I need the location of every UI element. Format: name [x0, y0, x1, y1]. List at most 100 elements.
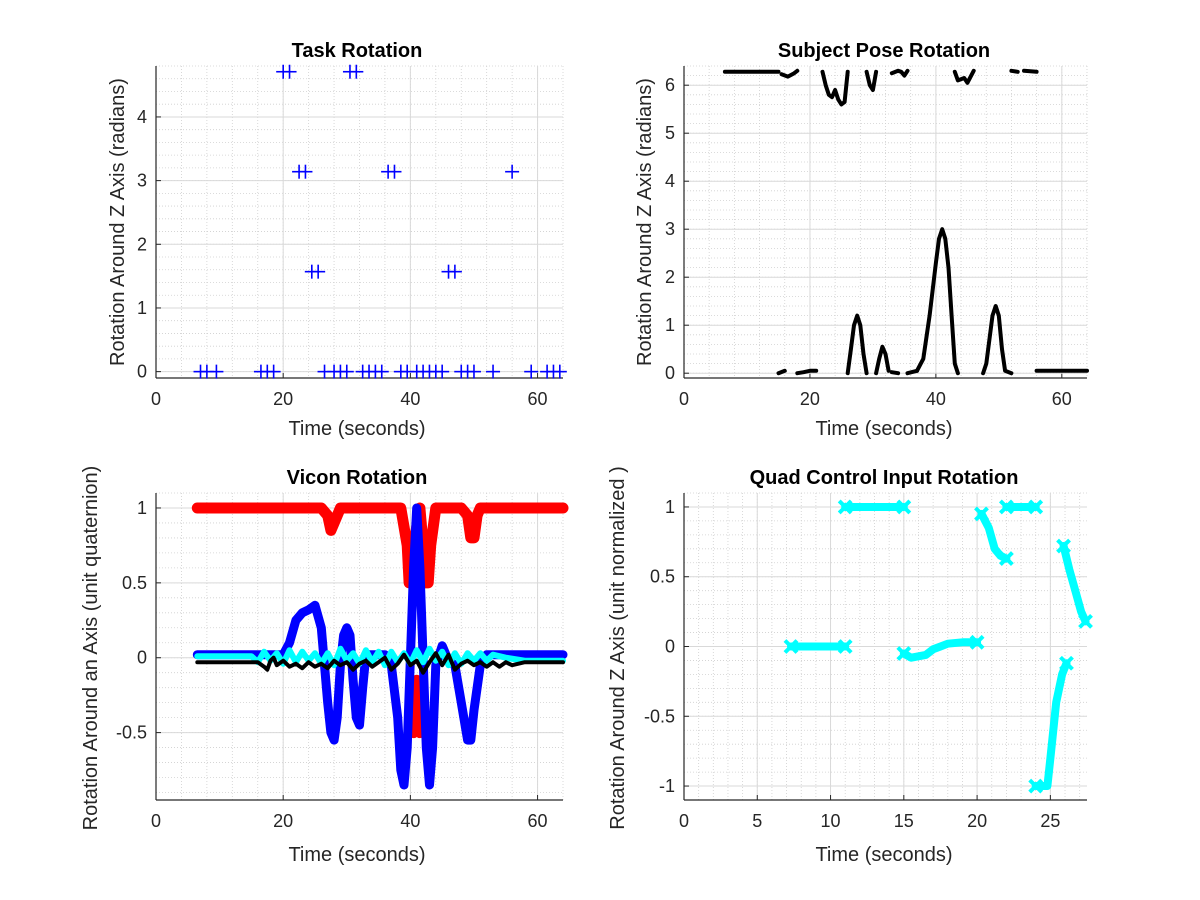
quad-control-input-rotation-xlabel: Time (seconds): [815, 844, 952, 866]
quad-x-marker: [896, 499, 912, 515]
vicon-series-line-cyan: [194, 645, 566, 669]
quad-series-line-cyan: [899, 638, 982, 662]
task-plus-marker: [524, 364, 539, 379]
quad-y-tick-label: 0: [665, 637, 675, 657]
task-rotation-xlabel: Time (seconds): [288, 418, 425, 440]
vicon-x-tick-label: 20: [273, 811, 293, 831]
subject-series-line-black: [864, 69, 879, 92]
subject-y-tick-label: 1: [665, 315, 675, 335]
subject-series-line-black: [981, 304, 1014, 376]
subject-pose-rotation-panel: 0 20 40 60 0 1 2 3 4 5 6 Subject Pose Rotation Tim…: [634, 40, 1089, 440]
quad-x-tick-label: 0: [679, 811, 689, 831]
quad-x-marker: [1028, 499, 1044, 515]
vicon-y-tick-label: -0.5: [116, 723, 147, 743]
quad-x-marker: [783, 639, 799, 654]
quad-x-marker: [969, 634, 985, 650]
task-y-tick-label: 4: [137, 107, 147, 127]
task-x-tick-label: 0: [151, 389, 161, 409]
subject-y-tick-label: 4: [665, 171, 675, 191]
task-rotation-ylabel: Rotation Around Z Axis (radians): [107, 78, 129, 366]
subject-series-line-black: [845, 313, 869, 376]
task-plus-marker: [387, 164, 402, 179]
quad-y-tick-label: 0.5: [650, 567, 675, 587]
quad-axes: 0 5 10 15 20 25 -1 -0.5 0 0.5 1: [644, 492, 1087, 831]
subject-series-line-black: [874, 344, 891, 376]
subject-pose-rotation-xlabel: Time (seconds): [815, 418, 952, 440]
subject-series-line-black: [952, 68, 976, 85]
quad-data: [783, 499, 1093, 794]
task-plus-marker: [466, 364, 481, 379]
quad-control-input-rotation-panel: 0 5 10 15 20 25 -1 -0.5 0 0.5 1 Quad Control Input…: [607, 466, 1093, 866]
task-plus-marker: [505, 164, 520, 179]
vicon-rotation-xlabel: Time (seconds): [288, 844, 425, 866]
vicon-x-tick-label: 40: [400, 811, 420, 831]
subject-y-tick-label: 6: [665, 75, 675, 95]
subject-series-line-black: [795, 368, 819, 376]
task-plus-marker: [349, 64, 364, 79]
quad-x-marker: [998, 499, 1014, 515]
subject-series-line-black: [889, 370, 901, 376]
quad-control-input-rotation-title: Quad Control Input Rotation: [750, 467, 1019, 489]
quad-control-input-rotation-ylabel: Rotation Around Z Axis (unit normalized …: [607, 466, 629, 830]
task-plus-marker: [282, 64, 297, 79]
vicon-x-tick-label: 60: [528, 811, 548, 831]
quad-x-marker: [1059, 655, 1074, 671]
task-plus-marker: [374, 364, 389, 379]
quad-x-marker: [974, 506, 989, 522]
task-x-tick-label: 60: [528, 389, 548, 409]
quad-y-tick-label: -1: [659, 776, 675, 796]
quad-x-marker: [837, 499, 853, 515]
task-y-tick-label: 1: [137, 298, 147, 318]
vicon-rotation-title: Vicon Rotation: [287, 467, 428, 489]
task-data: [193, 64, 567, 379]
quad-series-line-cyan: [1031, 659, 1071, 790]
subject-series-line-black: [915, 227, 960, 376]
quad-y-tick-label: -0.5: [644, 706, 675, 726]
quad-x-tick-label: 25: [1040, 811, 1060, 831]
task-plus-marker: [339, 364, 354, 379]
quad-x-tick-label: 10: [821, 811, 841, 831]
subject-series-line-black: [1009, 68, 1020, 74]
vicon-y-tick-label: 0: [137, 648, 147, 668]
vicon-series-line-red: [408, 674, 426, 739]
subject-series-line-black: [889, 68, 910, 78]
subject-pose-rotation-ylabel: Rotation Around Z Axis (radians): [634, 78, 656, 366]
vicon-x-tick-label: 0: [151, 811, 161, 831]
task-y-tick-label: 3: [137, 171, 147, 191]
quad-x-tick-label: 20: [967, 811, 987, 831]
subject-series-line-black: [820, 69, 850, 107]
subject-y-tick-label: 2: [665, 267, 675, 287]
task-plus-marker: [486, 364, 501, 379]
quad-x-tick-label: 5: [752, 811, 762, 831]
quad-x-marker: [837, 639, 853, 654]
subject-x-tick-label: 20: [800, 389, 820, 409]
subject-series-line-black: [776, 368, 787, 376]
task-rotation-panel: 0 20 40 60 0 1 2 3 4 Task Rotation Time (seconds…: [107, 40, 567, 440]
quad-x-marker: [998, 551, 1014, 567]
task-plus-marker: [435, 364, 450, 379]
vicon-data: [191, 502, 569, 790]
task-plus-marker: [447, 264, 462, 279]
subject-y-tick-label: 5: [665, 123, 675, 143]
vicon-y-tick-label: 0.5: [122, 573, 147, 593]
task-plus-marker: [266, 364, 281, 379]
task-plus-marker: [552, 364, 567, 379]
quad-series-line-cyan: [1059, 542, 1090, 626]
vicon-series-line-black: [195, 651, 565, 675]
task-y-tick-label: 2: [137, 234, 147, 254]
subject-x-tick-label: 0: [679, 389, 689, 409]
subject-data: [722, 68, 1089, 376]
quad-y-tick-label: 1: [665, 497, 675, 517]
quad-x-marker: [1056, 538, 1071, 554]
vicon-rotation-panel: 0 20 40 60 -0.5 0 0.5 1 Vicon Rotation Time (se…: [80, 466, 569, 866]
subject-series-line-black: [1022, 68, 1039, 74]
subject-x-tick-label: 40: [926, 389, 946, 409]
quad-x-tick-label: 15: [894, 811, 914, 831]
task-rotation-title: Task Rotation: [292, 40, 423, 62]
subject-pose-rotation-title: Subject Pose Rotation: [778, 40, 990, 62]
quad-x-marker: [1078, 613, 1093, 629]
task-axes: 0 20 40 60 0 1 2 3 4: [137, 65, 564, 409]
task-plus-marker: [311, 264, 326, 279]
